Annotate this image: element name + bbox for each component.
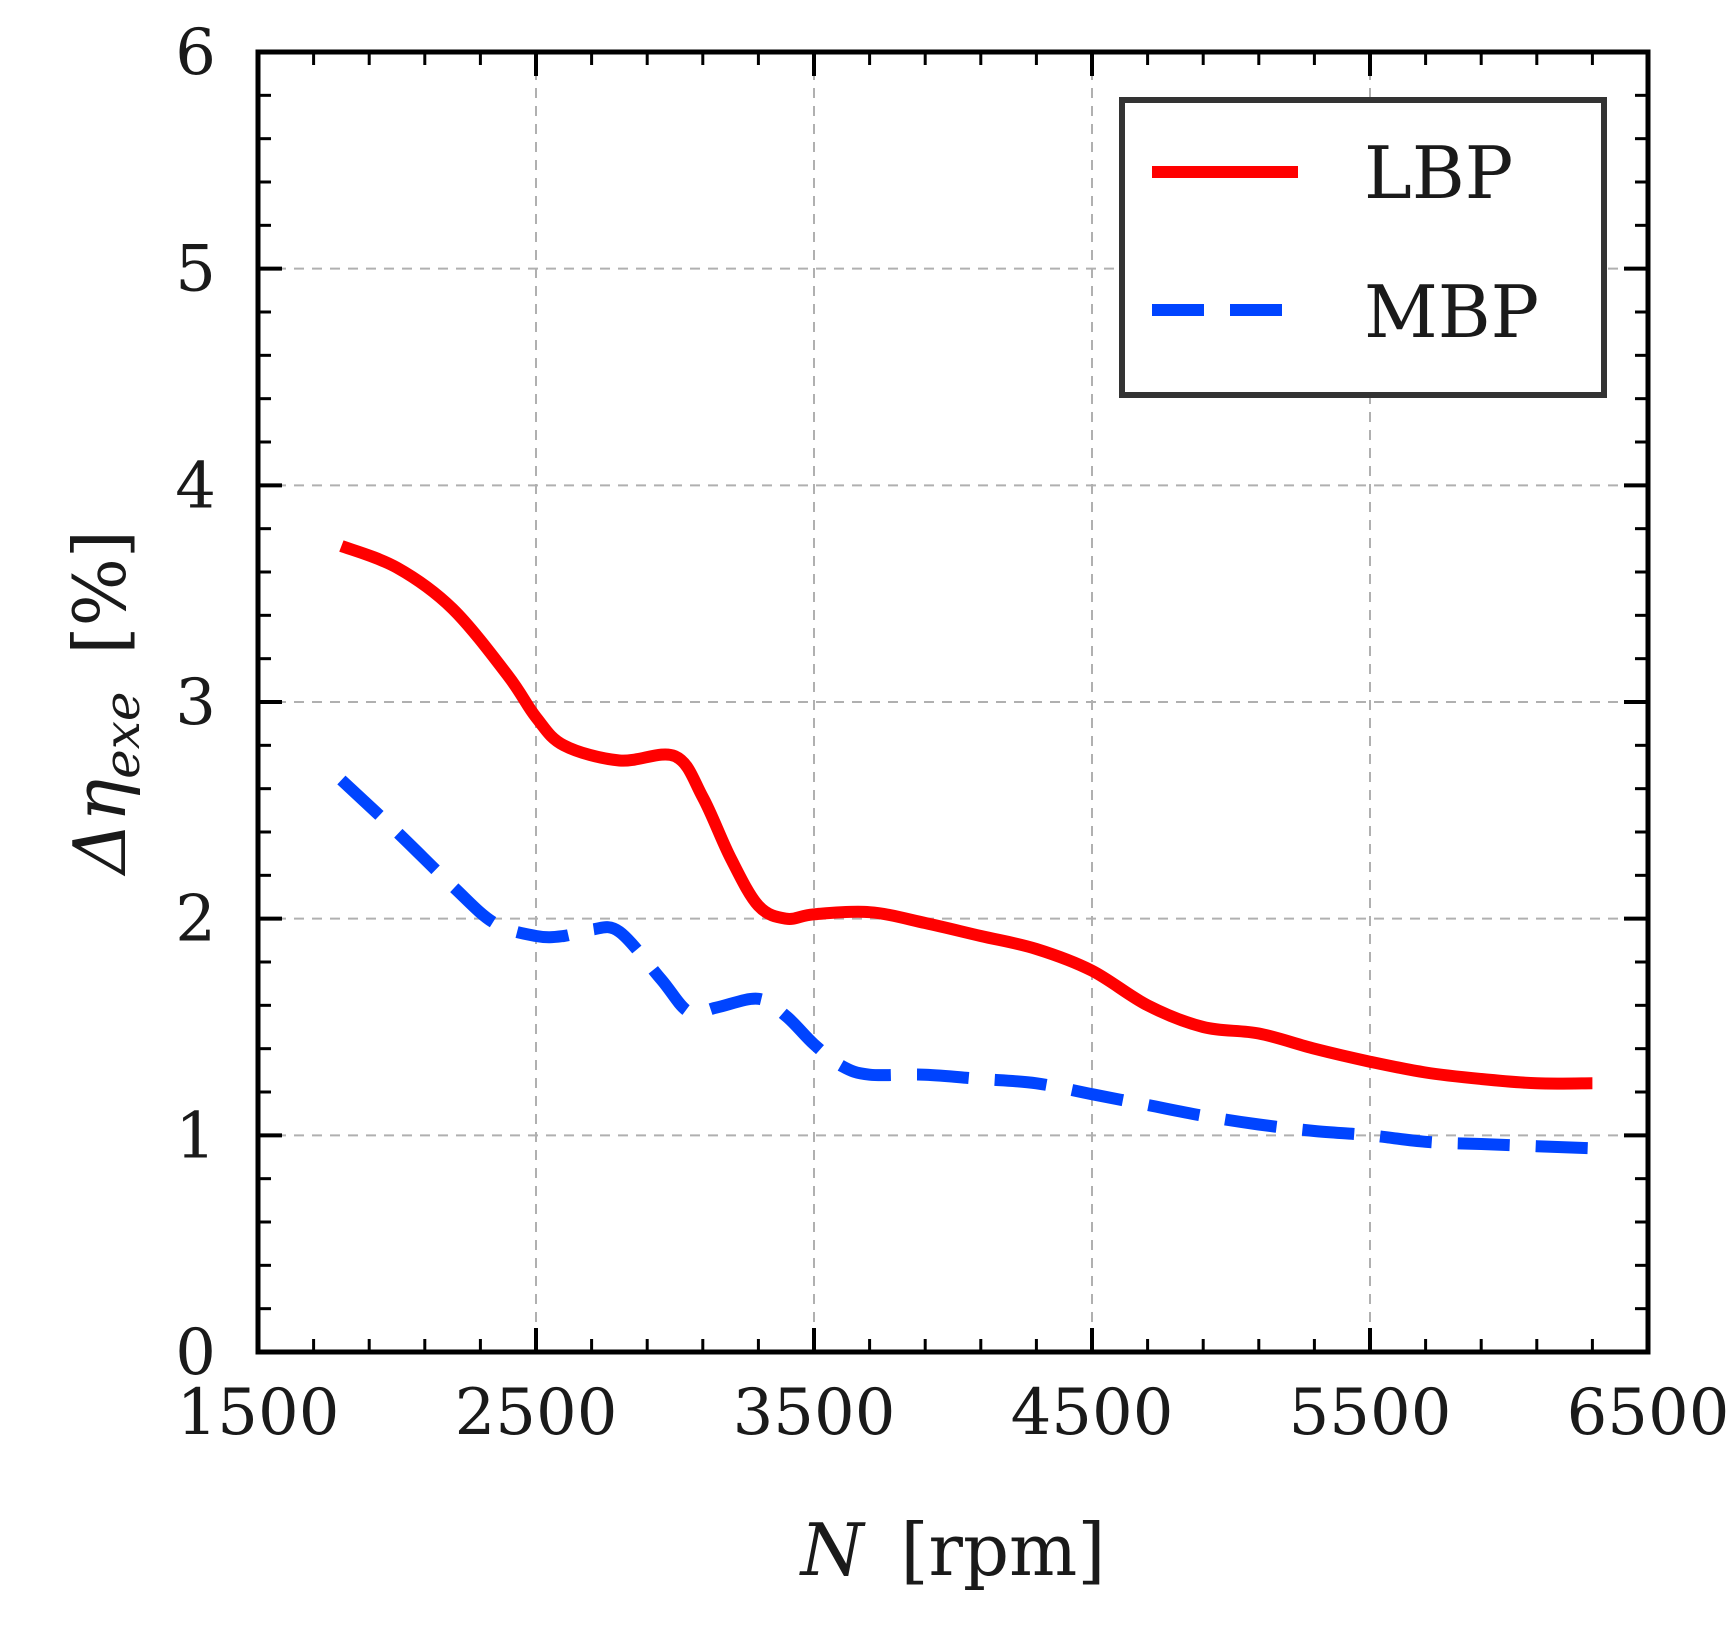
ticks [256, 50, 1650, 1354]
series-layer [337, 540, 1593, 1155]
y-axis-label: Δηexe [%] [58, 530, 151, 877]
legend-label-lbp: LBP [1364, 131, 1513, 215]
x-tick-label: 2500 [455, 1376, 618, 1450]
y-tick-label: 0 [175, 1316, 216, 1390]
y-tick-label: 4 [175, 449, 216, 523]
x-tick-label: 4500 [1011, 1376, 1174, 1450]
tick-labels: 1500 2500 3500 4500 5500 6500 0 1 2 3 4 5 6 [175, 16, 1729, 1450]
legend: LBP MBP [1119, 97, 1607, 398]
y-tick-label: 2 [175, 883, 216, 957]
y-tick-label: 1 [175, 1099, 216, 1173]
y-axis-subscript: exe [93, 691, 151, 778]
x-tick-label: 6500 [1567, 1376, 1730, 1450]
y-tick-label: 6 [175, 16, 216, 90]
x-axis-symbol: N [799, 1508, 867, 1592]
x-axis-label: N [rpm] [799, 1508, 1106, 1592]
y-tick-label: 5 [175, 233, 216, 307]
y-axis-unit: [%] [58, 530, 142, 655]
legend-box [1119, 97, 1607, 398]
series-line-lbp [339, 540, 1593, 1090]
y-tick-label: 3 [175, 666, 216, 740]
legend-label-mbp: MBP [1364, 270, 1539, 354]
x-tick-label: 5500 [1289, 1376, 1452, 1450]
x-tick-label: 3500 [733, 1376, 896, 1450]
x-axis-unit: [rpm] [900, 1508, 1105, 1592]
series-line-mbp [337, 775, 1593, 1155]
y-axis-symbol: Δη [58, 779, 142, 877]
x-tick-label: 1500 [177, 1376, 340, 1450]
